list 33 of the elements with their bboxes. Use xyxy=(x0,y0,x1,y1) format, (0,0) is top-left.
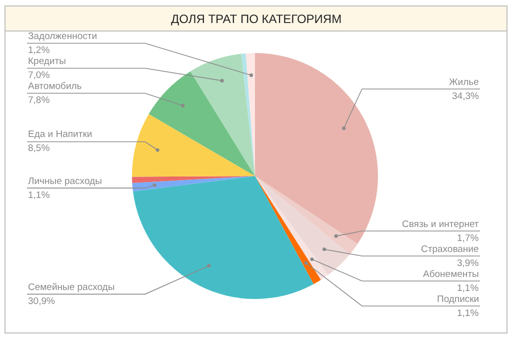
slice-label: Подписки xyxy=(437,294,480,305)
pie-slice xyxy=(255,53,378,244)
pie-slice xyxy=(241,53,255,176)
data-label: 1,1% xyxy=(457,283,480,294)
data-label: 1,1% xyxy=(457,308,480,319)
pie-slice xyxy=(255,176,350,276)
data-label: 1,7% xyxy=(457,233,480,244)
slice-label: Кредиты xyxy=(28,56,66,67)
data-label: 8,5% xyxy=(28,143,50,154)
slice-label: Личные расходы xyxy=(28,176,102,187)
data-label: 7,0% xyxy=(28,70,50,81)
data-label: 30,9% xyxy=(28,296,56,307)
data-label: 1,1% xyxy=(28,190,50,201)
slice-label: Жилье xyxy=(449,77,479,88)
pie-slice xyxy=(132,176,255,192)
data-label: 1,2% xyxy=(28,45,50,56)
pie-slice xyxy=(255,176,358,254)
slice-label: Связь и интернет xyxy=(402,219,480,230)
data-label: 7,8% xyxy=(28,95,50,106)
data-label: 3,9% xyxy=(457,258,480,269)
pie-slice xyxy=(132,114,255,177)
slice-label: Еда и Напитки xyxy=(28,129,92,140)
slice-label: Семейные расходы xyxy=(28,282,115,293)
pie-slice xyxy=(132,176,314,299)
pie-slice xyxy=(190,54,255,176)
slice-label: Автомобиль xyxy=(28,81,82,92)
slice-label: Задолженности xyxy=(28,31,98,42)
chart-title: ДОЛЯ ТРАТ ПО КАТЕГОРИЯМ xyxy=(171,12,342,26)
slice-label: Абонементы xyxy=(423,269,480,280)
data-label: 34,3% xyxy=(452,91,480,102)
pie-slice xyxy=(246,53,255,176)
pie-slice xyxy=(148,71,255,176)
slice-label: Страхование xyxy=(421,244,479,255)
